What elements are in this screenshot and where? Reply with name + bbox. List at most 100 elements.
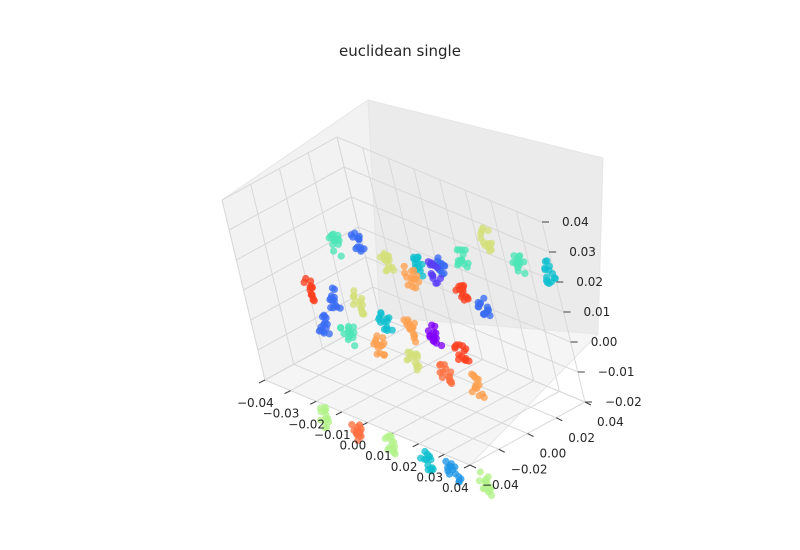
scatter-point (446, 373, 454, 381)
scatter-point (410, 353, 418, 361)
x-tick-label: −0.02 (288, 417, 325, 431)
scatter-point (325, 330, 333, 338)
grid-line-y-floor (351, 332, 557, 419)
scatter-point (428, 321, 436, 329)
y-tick-label: 0.02 (568, 431, 595, 445)
scatter-point (403, 356, 411, 364)
scatter-point (424, 327, 432, 335)
scatter-point (328, 284, 336, 292)
scatter-point (300, 278, 308, 286)
scatter-point (348, 421, 356, 429)
scatter-point (308, 284, 316, 292)
scatter-point (383, 315, 391, 323)
scatter-point (442, 457, 450, 465)
x-axis-tick (310, 400, 317, 405)
scatter-point (409, 330, 417, 338)
z-tick-label: 0.00 (591, 335, 618, 349)
scatter-point (475, 392, 483, 400)
scatter-point (408, 273, 416, 281)
scatter-point (515, 252, 523, 261)
scatter-point (482, 475, 490, 483)
scatter-point (385, 252, 393, 260)
scatter-point (452, 341, 460, 349)
scatter-point (459, 342, 467, 350)
scatter-point (350, 287, 358, 295)
scatter-point (321, 417, 329, 425)
x-tick-label: 0.00 (340, 439, 367, 453)
scatter-point (321, 424, 329, 432)
scatter-point (327, 232, 335, 240)
scatter-point (340, 330, 348, 338)
y-tick-label: 0.04 (597, 415, 624, 429)
scatter-point (349, 293, 357, 301)
scatter-point (410, 266, 418, 274)
scatter-point (476, 468, 484, 476)
scatter-point (412, 284, 420, 292)
scatter-point (438, 373, 446, 381)
x-axis-tick (284, 390, 291, 395)
scatter-point (463, 294, 471, 302)
scatter-point (427, 456, 435, 464)
scatter-point (383, 323, 391, 331)
grid-line-z-side (264, 316, 381, 381)
scatter-point (543, 273, 551, 281)
scatter-point (377, 309, 385, 317)
y-axis-tick (469, 464, 477, 469)
scatter-point (458, 285, 466, 293)
scatter-point (400, 262, 408, 270)
scatter-point (427, 465, 435, 473)
scatter-point (458, 353, 466, 361)
scatter-point (404, 281, 412, 289)
scatter-point (352, 245, 360, 253)
scatter-point (485, 244, 493, 252)
scatter-point (541, 266, 549, 274)
x-tick-label: 0.01 (365, 449, 392, 463)
scatter-point (377, 318, 385, 326)
scatter-point (344, 324, 353, 332)
scatter-point (322, 405, 330, 413)
x-tick-label: 0.02 (391, 460, 418, 474)
x-axis-tick (412, 443, 419, 448)
z-tick-label: −0.02 (605, 395, 642, 409)
scatter-point (322, 324, 330, 332)
scatter-point (545, 279, 553, 288)
scatter-points (300, 224, 559, 500)
scatter-point (468, 388, 476, 396)
scatter-point (470, 373, 479, 381)
scatter-point (347, 231, 355, 239)
scatter-point (543, 257, 551, 265)
scatter-point (465, 357, 473, 365)
scatter-point (388, 437, 396, 445)
scatter-point (415, 362, 423, 370)
scatter-point (373, 350, 381, 358)
scatter-point (430, 337, 438, 346)
scatter-point (483, 306, 491, 314)
scatter-point (356, 431, 364, 440)
grid-line-z-back (372, 286, 579, 373)
scatter-point (404, 348, 412, 356)
z-tick-label: 0.02 (576, 275, 603, 289)
x-axis-tick (463, 464, 471, 469)
scatter-point (334, 235, 342, 243)
scatter-point (413, 254, 421, 262)
scatter-point (480, 294, 488, 302)
scatter-point (486, 312, 494, 320)
scatter-point (383, 266, 391, 274)
scatter-point (328, 297, 336, 305)
y-axis-tick (498, 448, 505, 453)
scatter-point (429, 272, 437, 280)
scatter-point (516, 258, 524, 267)
x-tick-label: 0.04 (442, 481, 469, 495)
z-tick-label: 0.01 (584, 305, 611, 319)
scatter-point (442, 365, 450, 373)
grid-line-y-floor (322, 348, 528, 434)
scatter-point (436, 274, 445, 282)
y-tick-label: 0.00 (540, 447, 567, 461)
z-tick-label: 0.03 (569, 245, 596, 259)
scatter-point (351, 342, 359, 350)
scatter-point (458, 246, 466, 254)
scatter-point (421, 447, 429, 456)
y-axis-tick (556, 417, 563, 422)
grid-line-z-back (343, 166, 550, 253)
